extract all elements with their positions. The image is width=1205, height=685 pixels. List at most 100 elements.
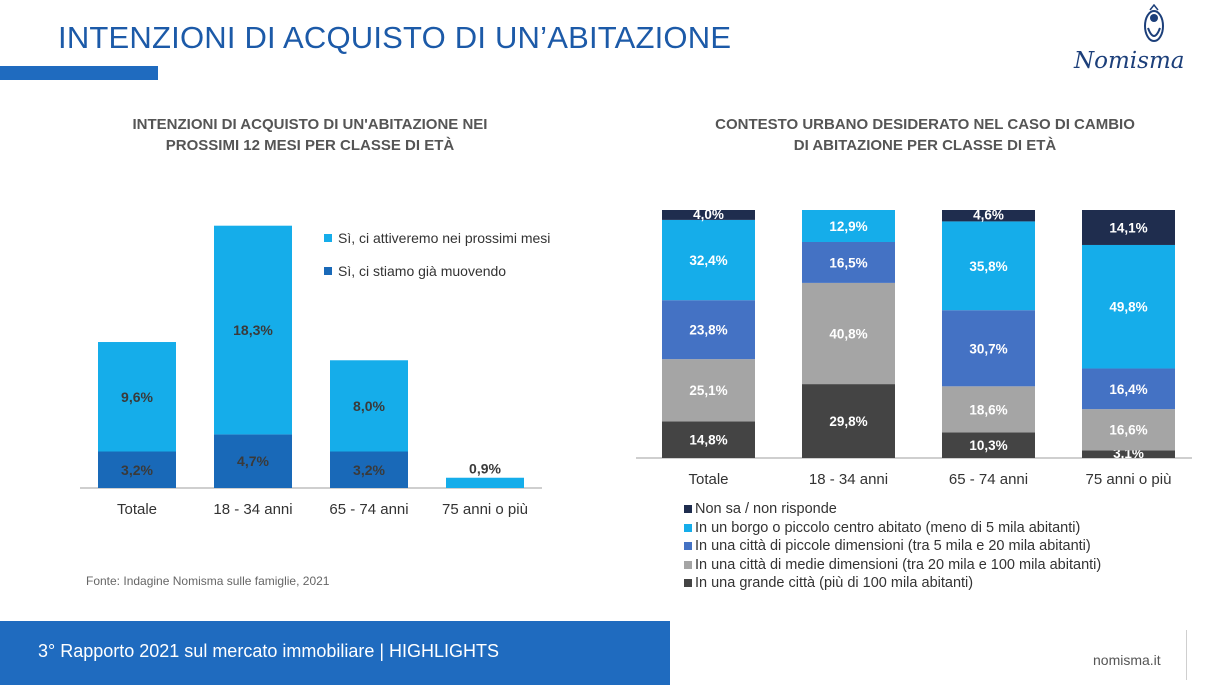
left-legend-item: Sì, ci attiveremo nei prossimi mesi [324,228,550,248]
right-data-label: 16,6% [1109,423,1147,438]
left-data-label: 4,7% [237,453,269,469]
right-bar-18-34-anni-s3 [802,210,895,242]
right-chart-title-line-2: DI ABITAZIONE PER CLASSE DI ETÀ [793,137,1057,154]
right-data-label: 32,4% [689,253,727,268]
left-data-label: 9,6% [121,389,153,405]
right-legend-item: Non sa / non risponde [684,500,1101,519]
left-bar-75-anni-o-pi-s1 [446,477,524,488]
source-note: Fonte: Indagine Nomisma sulle famiglie, … [86,574,330,588]
right-legend-swatch [684,523,692,532]
left-legend-label: Sì, ci attiveremo nei prossimi mesi [338,230,551,246]
left-data-label: 8,0% [353,398,385,414]
right-bar-totale-s3 [662,219,755,301]
right-legend-label: In una città di piccole dimensioni (tra … [695,538,1091,555]
right-data-label: 12,9% [829,219,867,234]
left-chart-title: INTENZIONI DI ACQUISTO DI UN'ABITAZIONE … [80,114,540,156]
right-legend-swatch [684,560,692,569]
right-bar-75-anni-o-pi-s3 [1082,244,1175,369]
left-bar-18-34-anni-s0 [214,434,292,488]
right-bar-18-34-anni-s1 [802,282,895,385]
right-data-label: 18,6% [969,402,1007,417]
left-bar-totale-s0 [98,451,176,488]
right-legend-item: In una città di piccole dimensioni (tra … [684,537,1101,556]
crest-icon [1144,3,1164,42]
page-title: INTENZIONI DI ACQUISTO DI UN’ABITAZIONE [58,20,732,55]
left-data-label: 0,9% [469,461,501,477]
nomisma-logo: Nomisma [1068,3,1202,76]
right-data-label: 14,1% [1109,220,1147,235]
footer-divider [1186,630,1187,680]
right-chart-title-line-1: CONTESTO URBANO DESIDERATO NEL CASO DI C… [715,116,1135,133]
right-data-label: 30,7% [969,341,1007,356]
left-legend-label: Sì, ci stiamo già muovendo [338,263,507,279]
left-data-label: 3,2% [121,462,153,478]
left-bar-totale-s1 [98,342,176,452]
right-data-label: 10,3% [969,438,1007,453]
right-data-label: 16,5% [829,255,867,270]
left-category-label: 75 anni o più [442,501,528,518]
right-data-label: 4,0% [693,207,724,222]
right-data-label: 35,8% [969,259,1007,274]
left-legend-swatch [324,267,332,275]
right-data-label: 14,8% [689,433,727,448]
right-category-label: 75 anni o più [1086,471,1172,488]
right-data-label: 40,8% [829,327,867,342]
right-bar-65-74-anni-s0 [942,432,1035,458]
right-bar-65-74-anni-s1 [942,386,1035,433]
right-category-label: 18 - 34 anni [809,471,888,488]
right-bar-totale-s1 [662,359,755,422]
urban-context-stacked-bar-chart: 14,8% 25,1% 23,8% 32,4% 4,0% Totale 29,8% 40,8%… [636,207,1192,488]
purchase-intentions-bar-chart: 3,2% 9,6% Totale 4,7% 18,3% 18 - 34 anni 3,2% 8… [80,225,542,518]
footer-report-label: 3° Rapporto 2021 sul mercato immobiliare… [38,641,500,661]
right-legend-label: In una grande città (più di 100 mila abi… [695,575,974,592]
left-bar-18-34-anni-s1 [214,225,292,435]
right-bar-65-74-anni-s3 [942,221,1035,311]
right-data-label: 29,8% [829,414,867,429]
left-data-label: 18,3% [233,322,273,338]
right-chart-title: CONTESTO URBANO DESIDERATO NEL CASO DI C… [660,114,1190,156]
right-data-label: 49,8% [1109,300,1147,315]
right-legend-label: In una città di medie dimensioni (tra 20… [695,556,1102,573]
left-category-label: 65 - 74 anni [329,501,408,518]
right-bar-75-anni-o-pi-s1 [1082,409,1175,451]
right-legend-item: In una città di medie dimensioni (tra 20… [684,556,1101,575]
right-data-label: 16,4% [1109,382,1147,397]
right-legend-item: In una grande città (più di 100 mila abi… [684,574,1101,593]
right-bar-65-74-anni-s4 [942,210,1035,222]
title-accent-bar [0,66,158,80]
right-legend-label: Non sa / non risponde [695,501,837,518]
left-legend-item: Sì, ci stiamo già muovendo [324,261,550,281]
right-category-label: Totale [688,471,728,488]
footer-bar: 3° Rapporto 2021 sul mercato immobiliare… [0,621,670,685]
right-bar-totale-s4 [662,210,755,220]
right-bar-18-34-anni-s0 [802,384,895,458]
right-category-label: 65 - 74 anni [949,471,1028,488]
right-data-label: 23,8% [689,323,727,338]
right-bar-totale-s2 [662,300,755,360]
right-bar-75-anni-o-pi-s0 [1082,450,1175,458]
right-legend-swatch [684,505,692,514]
left-legend-swatch [324,234,332,242]
right-legend-label: In un borgo o piccolo centro abitato (me… [695,519,1081,536]
right-data-label: 4,6% [973,208,1004,223]
right-legend-item: In un borgo o piccolo centro abitato (me… [684,519,1101,538]
left-chart-legend: Sì, ci attiveremo nei prossimi mesi Sì, c… [324,228,550,294]
right-bar-18-34-anni-s2 [802,241,895,283]
right-legend-swatch [684,542,692,551]
right-bar-65-74-anni-s2 [942,310,1035,387]
logo-wordmark: Nomisma [1074,48,1185,74]
right-chart-legend: Non sa / non risponde In un borgo o picco… [684,500,1101,593]
left-bar-65-74-anni-s1 [330,360,408,452]
right-legend-swatch [684,579,692,588]
right-bar-75-anni-o-pi-s4 [1082,210,1175,245]
left-chart-title-line-1: INTENZIONI DI ACQUISTO DI UN'ABITAZIONE … [132,116,488,133]
right-bar-totale-s0 [662,421,755,458]
footer-website: nomisma.it [1093,652,1161,668]
left-category-label: Totale [117,501,157,518]
left-chart-title-line-2: PROSSIMI 12 MESI PER CLASSE DI ETÀ [165,137,455,154]
right-data-label: 25,1% [689,383,727,398]
left-bar-65-74-anni-s0 [330,451,408,488]
left-data-label: 3,2% [353,462,385,478]
right-bar-75-anni-o-pi-s2 [1082,368,1175,410]
left-category-label: 18 - 34 anni [213,501,292,518]
